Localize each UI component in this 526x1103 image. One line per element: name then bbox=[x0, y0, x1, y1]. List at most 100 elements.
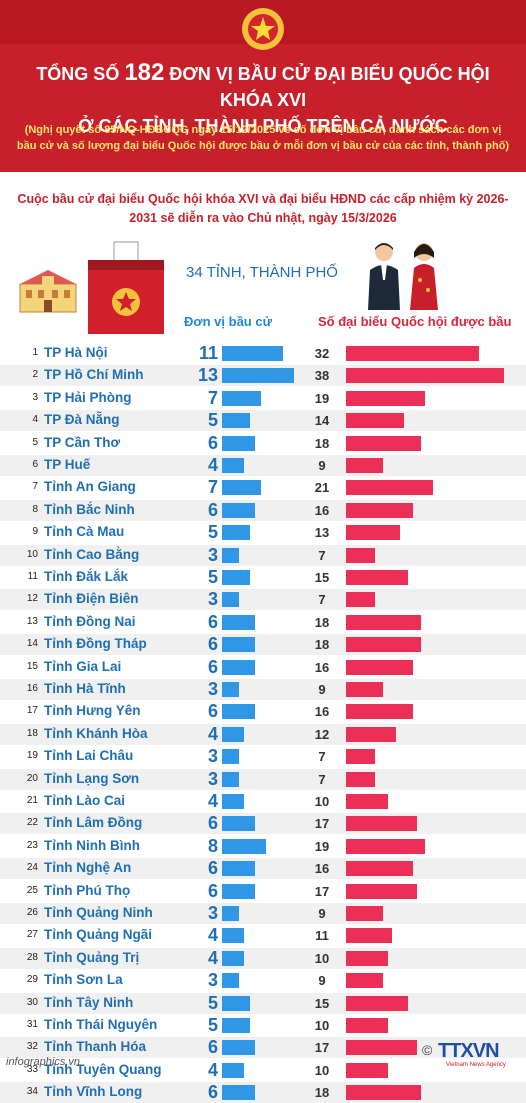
units-value-label: 11 bbox=[198, 343, 218, 363]
province-name: Tỉnh Cao Bằng bbox=[44, 546, 140, 562]
table-row: 14 Tỉnh Đồng Tháp 6 18 bbox=[0, 634, 526, 656]
table-row: 13 Tỉnh Đồng Nai 6 18 bbox=[0, 612, 526, 633]
row-index: 3 bbox=[32, 391, 38, 403]
deputies-value-label: 10 bbox=[314, 794, 330, 809]
deputies-value-label: 12 bbox=[314, 726, 330, 742]
units-bar bbox=[222, 592, 239, 608]
units-value-label: 3 bbox=[207, 903, 218, 923]
deputies-value-label: 15 bbox=[314, 995, 330, 1011]
deputies-value-label: 13 bbox=[314, 525, 330, 541]
column-header-deputies: Số đại biểu Quốc hội được bầu bbox=[318, 314, 512, 329]
table-row: 34 Tỉnh Vĩnh Long 6 18 bbox=[0, 1082, 526, 1103]
table-row: 21 Tỉnh Lào Cai 4 10 bbox=[0, 791, 526, 812]
units-value-label: 6 bbox=[207, 858, 218, 879]
units-bar bbox=[222, 883, 256, 899]
deputies-bar bbox=[346, 950, 388, 966]
province-name: Tỉnh Lạng Sơn bbox=[44, 770, 140, 786]
units-bar bbox=[222, 906, 239, 921]
row-index: 6 bbox=[32, 459, 38, 470]
province-name: Tỉnh Đắk Lắk bbox=[44, 569, 129, 584]
deputies-bar bbox=[346, 704, 413, 720]
units-bar bbox=[222, 861, 256, 877]
deputies-value-label: 7 bbox=[318, 749, 326, 765]
table-row: 26 Tỉnh Quảng Ninh 3 9 bbox=[0, 903, 526, 924]
deputies-bar bbox=[346, 637, 421, 653]
units-bar bbox=[222, 346, 283, 361]
deputies-value-label: 15 bbox=[314, 570, 330, 585]
source-credit: infographics.vn bbox=[6, 1056, 80, 1068]
row-index: 12 bbox=[26, 593, 38, 605]
row-index: 24 bbox=[26, 862, 38, 874]
table-row: 32 Tỉnh Thanh Hóa 6 17 bbox=[0, 1037, 526, 1059]
deputies-bar bbox=[346, 883, 417, 899]
national-emblem-icon bbox=[242, 8, 284, 50]
deputies-value-label: 7 bbox=[318, 771, 326, 787]
units-bar bbox=[222, 570, 250, 585]
deputies-bar bbox=[346, 368, 504, 384]
agency-subtitle: Vietnam News Agency bbox=[446, 1062, 506, 1068]
units-value-label: 6 bbox=[207, 432, 218, 453]
deputies-bar bbox=[346, 682, 384, 697]
deputies-bar bbox=[346, 592, 376, 608]
units-value-label: 6 bbox=[207, 499, 218, 520]
deputies-value-label: 10 bbox=[314, 950, 330, 966]
row-index: 13 bbox=[26, 615, 38, 627]
units-bar bbox=[222, 502, 256, 518]
table-row: 25 Tỉnh Phú Thọ 6 17 bbox=[0, 881, 526, 902]
deputies-value-label: 32 bbox=[314, 346, 330, 361]
deputies-bar bbox=[346, 458, 384, 473]
table-row: 24 Tỉnh Nghệ An 6 16 bbox=[0, 858, 526, 880]
table-row: 7 Tỉnh An Giang 7 21 bbox=[0, 477, 526, 498]
deputies-value-label: 11 bbox=[315, 928, 329, 944]
table-row: 30 Tỉnh Tây Ninh 5 15 bbox=[0, 992, 526, 1014]
deputies-value-label: 7 bbox=[318, 547, 326, 563]
row-index: 34 bbox=[26, 1086, 38, 1098]
table-row: 6 TP Huế 4 9 bbox=[0, 455, 526, 476]
deputies-bar bbox=[346, 1040, 417, 1056]
province-name: Tỉnh Lào Cai bbox=[44, 793, 125, 808]
table-row: 22 Tỉnh Lâm Đồng 6 17 bbox=[0, 813, 526, 835]
province-name: Tỉnh Quảng Ngãi bbox=[44, 927, 152, 943]
deputies-value-label: 21 bbox=[314, 480, 330, 496]
page-title: TỔNG SỐ 182 ĐƠN VỊ BẦU CỬ ĐẠI BIỂU QUỐC … bbox=[36, 59, 490, 137]
row-index: 27 bbox=[26, 929, 38, 941]
table-row: 19 Tỉnh Lai Châu 3 7 bbox=[0, 746, 526, 767]
units-bar bbox=[222, 614, 256, 630]
table-row: 28 Tỉnh Quảng Trị 4 10 bbox=[0, 947, 526, 969]
table-row: 9 Tỉnh Cà Mau 5 13 bbox=[0, 522, 526, 543]
copyright-mark: © bbox=[422, 1042, 433, 1058]
province-name: TP Huế bbox=[44, 457, 91, 472]
row-index: 31 bbox=[26, 1019, 38, 1030]
row-index: 10 bbox=[26, 548, 38, 560]
row-index: 30 bbox=[26, 996, 38, 1008]
deputies-value-label: 9 bbox=[318, 682, 326, 697]
units-value-label: 4 bbox=[207, 1059, 218, 1080]
deputies-bar bbox=[346, 346, 480, 361]
table-row: 20 Tỉnh Lạng Sơn 3 7 bbox=[0, 768, 526, 790]
units-value-label: 5 bbox=[207, 1015, 218, 1035]
table-row: 3 TP Hải Phòng 7 19 bbox=[0, 388, 526, 409]
deputies-value-label: 16 bbox=[314, 704, 330, 720]
deputies-bar bbox=[346, 502, 413, 518]
units-value-label: 4 bbox=[207, 947, 218, 968]
row-index: 22 bbox=[26, 817, 38, 829]
units-bar bbox=[222, 525, 250, 541]
deputies-bar bbox=[346, 771, 376, 787]
units-bar bbox=[222, 995, 250, 1011]
deputies-value-label: 10 bbox=[314, 1018, 330, 1033]
province-name: Tỉnh Đồng Nai bbox=[44, 613, 136, 629]
province-name: TP Đà Nẵng bbox=[44, 412, 120, 428]
table-row: 33 Tỉnh Tuyên Quang 4 10 bbox=[0, 1060, 526, 1081]
deputies-value-label: 17 bbox=[314, 816, 330, 832]
units-bar bbox=[222, 435, 256, 451]
units-value-label: 5 bbox=[207, 992, 218, 1013]
deputies-bar bbox=[346, 390, 425, 406]
row-index: 17 bbox=[26, 705, 38, 717]
deputies-bar bbox=[346, 1062, 388, 1078]
row-index: 2 bbox=[32, 369, 38, 381]
deputies-bar bbox=[346, 995, 409, 1011]
units-value-label: 6 bbox=[207, 656, 218, 677]
deputies-value-label: 18 bbox=[314, 637, 330, 653]
deputies-value-label: 16 bbox=[314, 502, 330, 518]
table-row: 8 Tỉnh Bắc Ninh 6 16 bbox=[0, 499, 526, 521]
